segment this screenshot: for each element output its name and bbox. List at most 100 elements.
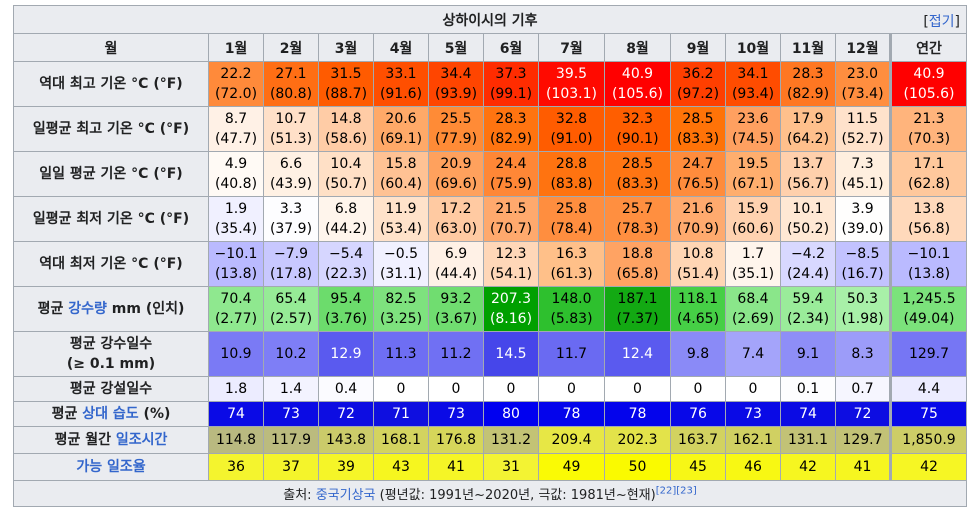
month-cell: 72 xyxy=(318,401,374,427)
month-cell: 76 xyxy=(670,401,726,427)
header-month: 10월 xyxy=(725,33,781,62)
month-cell: 11.3 xyxy=(373,331,429,377)
cell-value: −0.5 xyxy=(384,246,418,262)
month-cell: 176.8 xyxy=(428,426,484,454)
month-cell: 73 xyxy=(428,401,484,427)
cell-value: 10.1 xyxy=(792,201,824,217)
cell-value: −10.1 xyxy=(907,246,951,262)
cell-value: 10.8 xyxy=(682,246,714,262)
cell-value: 15.8 xyxy=(385,156,417,172)
month-cell: 143.8 xyxy=(318,426,374,454)
cell-value: 10.7 xyxy=(275,111,307,127)
cell-value-imperial: (49.04) xyxy=(903,311,955,327)
collapse-toggle[interactable]: [접기] xyxy=(923,11,960,31)
row-label-link[interactable]: 상대 습도 xyxy=(82,406,139,422)
cell-value-imperial: (13.8) xyxy=(214,266,258,282)
cell-value: 25.8 xyxy=(555,201,588,217)
month-cell: 59.4 (2.34) xyxy=(780,286,836,332)
cell-value-imperial: (69.6) xyxy=(434,176,478,192)
cell-value: 20.6 xyxy=(385,111,417,127)
cell-value: 0 xyxy=(396,381,406,397)
month-cell: 31 xyxy=(483,453,539,481)
table-row: 평균 강설일수 1.8 1.4 0.4 0 0 0 0 0 0 0 0.1 0.7 4.4 xyxy=(13,376,968,402)
cell-value: 25.7 xyxy=(621,201,654,217)
cell-value: 28.3 xyxy=(792,66,824,82)
table-row: 역대 최고 기온 °C (°F) 22.2 (72.0) 27.1 (80.8) 31.5… xyxy=(13,61,968,107)
source-link[interactable]: 중국기상국 xyxy=(315,488,376,503)
month-cell: 8.3 xyxy=(835,331,891,377)
annual-cell: 42 xyxy=(888,453,968,481)
cell-value: 21.6 xyxy=(682,201,714,217)
cell-value-imperial: (58.6) xyxy=(324,131,368,147)
collapse-link[interactable]: 접기 xyxy=(928,14,955,30)
cell-value: 6.9 xyxy=(444,246,468,262)
header-month: 5월 xyxy=(428,33,484,62)
cell-value: 143.8 xyxy=(325,432,367,448)
month-cell: −10.1 (13.8) xyxy=(208,241,264,287)
annual-cell: 17.1 (62.8) xyxy=(888,151,968,197)
cell-value-imperial: (44.2) xyxy=(324,221,368,237)
cell-value: 39.5 xyxy=(555,66,588,82)
row-label-link[interactable]: 강수량 xyxy=(68,301,107,317)
month-cell: 40.9 (105.6) xyxy=(604,61,671,107)
month-cell: 78 xyxy=(604,401,671,427)
cell-value: 7.4 xyxy=(741,346,765,362)
row-label-link[interactable]: 일조시간 xyxy=(115,432,168,448)
row-label-text: 역대 최고 기온 °C (°F) xyxy=(39,76,183,92)
row-label-link[interactable]: 가능 일조율 xyxy=(76,459,146,475)
corner-header: 월 xyxy=(13,33,209,62)
cell-value: 78 xyxy=(562,406,581,422)
month-cell: 10.1 (50.2) xyxy=(780,196,836,242)
cell-value-imperial: (3.67) xyxy=(434,311,478,327)
cell-value: 207.3 xyxy=(490,291,532,307)
cell-value: 8.7 xyxy=(224,111,248,127)
cell-value-imperial: (61.3) xyxy=(550,266,593,282)
cell-value: 45 xyxy=(689,459,707,475)
month-cell: 11.7 xyxy=(538,331,605,377)
cell-value: 34.4 xyxy=(440,66,472,82)
month-cell: 10.8 (51.4) xyxy=(670,241,726,287)
cell-value-imperial: (2.77) xyxy=(214,311,258,327)
month-cell: 95.4 (3.76) xyxy=(318,286,374,332)
reference-links[interactable]: [22][23] xyxy=(655,485,697,497)
cell-value: 28.3 xyxy=(495,111,527,127)
cell-value-imperial: (52.7) xyxy=(841,131,884,147)
cell-value-imperial: (75.9) xyxy=(489,176,533,192)
month-cell: 37 xyxy=(263,453,319,481)
month-cell: −0.5 (31.1) xyxy=(373,241,429,287)
cell-value-imperial: (40.8) xyxy=(214,176,258,192)
cell-value: 22.2 xyxy=(220,66,252,82)
cell-value: 95.4 xyxy=(330,291,362,307)
cell-value: 73 xyxy=(447,406,465,422)
cell-value: 168.1 xyxy=(380,432,422,448)
cell-value: 8.3 xyxy=(851,346,874,362)
cell-value: 1,245.5 xyxy=(902,291,956,307)
header-month: 4월 xyxy=(373,33,429,62)
month-cell: −4.2 (24.4) xyxy=(780,241,836,287)
annual-cell: 1,850.9 xyxy=(888,426,968,454)
month-cell: 118.1 (4.65) xyxy=(670,286,726,332)
cell-value-imperial: (91.0) xyxy=(550,131,593,147)
cell-value: 11.5 xyxy=(846,111,879,127)
cell-value: 20.9 xyxy=(440,156,472,172)
cell-value: 1.8 xyxy=(224,381,248,397)
annual-cell: 13.8 (56.8) xyxy=(888,196,968,242)
cell-value: 43 xyxy=(392,459,410,475)
month-cell: 9.8 xyxy=(670,331,726,377)
month-cell: 0 xyxy=(725,376,781,402)
cell-value: 13.8 xyxy=(913,201,945,217)
cell-value: 209.4 xyxy=(551,432,592,448)
month-cell: 32.8 (91.0) xyxy=(538,106,605,152)
cell-value-imperial: (51.4) xyxy=(676,266,720,282)
cell-value: 131.1 xyxy=(787,432,829,448)
month-cell: 42 xyxy=(780,453,836,481)
cell-value-imperial: (82.9) xyxy=(786,86,830,102)
cell-value: 176.8 xyxy=(435,432,477,448)
cell-value: 4.9 xyxy=(224,156,248,172)
cell-value: 46 xyxy=(744,459,762,475)
month-cell: 1.4 xyxy=(263,376,319,402)
cell-value: 40.9 xyxy=(913,66,945,82)
month-cell: 74 xyxy=(208,401,264,427)
month-cell: 0 xyxy=(483,376,539,402)
cell-value-imperial: (53.4) xyxy=(379,221,423,237)
